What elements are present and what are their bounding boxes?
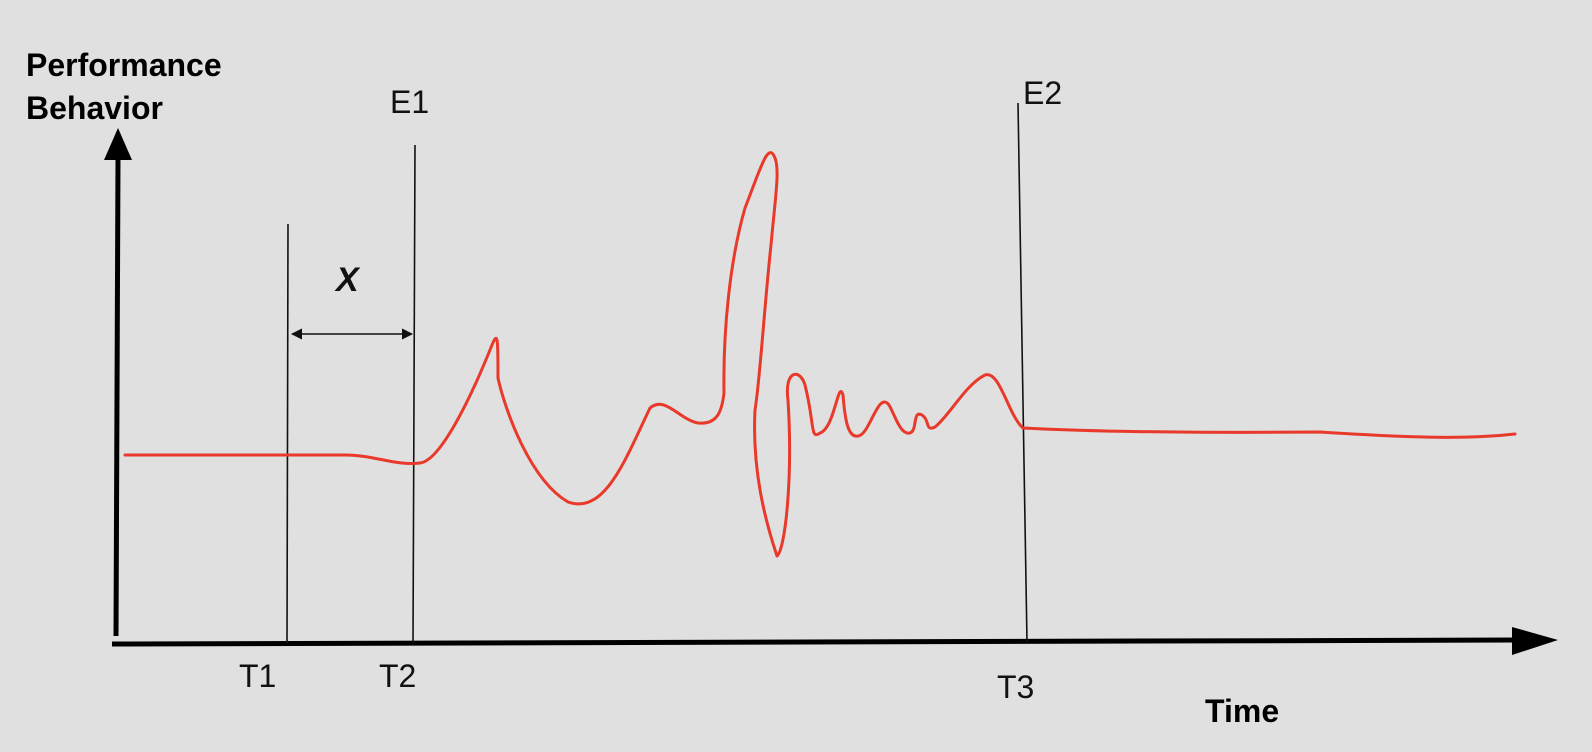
t1-label: T1 bbox=[239, 658, 276, 694]
x-axis-line bbox=[111, 637, 1516, 647]
t2-label: T2 bbox=[379, 658, 416, 694]
e2-t3-marker-line bbox=[1017, 102, 1028, 643]
y-axis-line bbox=[113, 157, 121, 637]
e2-label: E2 bbox=[1023, 75, 1062, 111]
e1-label: E1 bbox=[390, 84, 429, 120]
y-axis-title-line2: Behavior bbox=[26, 90, 163, 126]
performance-curve bbox=[123, 151, 1517, 558]
y-axis-arrowhead bbox=[104, 128, 132, 160]
x-axis-title: Time bbox=[1205, 693, 1279, 729]
t1-marker-line bbox=[286, 223, 289, 645]
t3-label: T3 bbox=[997, 669, 1034, 705]
x-axis-arrowhead bbox=[1512, 627, 1558, 655]
e1-t2-marker-line bbox=[412, 144, 416, 645]
interval-x-label: X bbox=[334, 261, 361, 299]
y-axis-title-line1: Performance bbox=[26, 47, 222, 83]
